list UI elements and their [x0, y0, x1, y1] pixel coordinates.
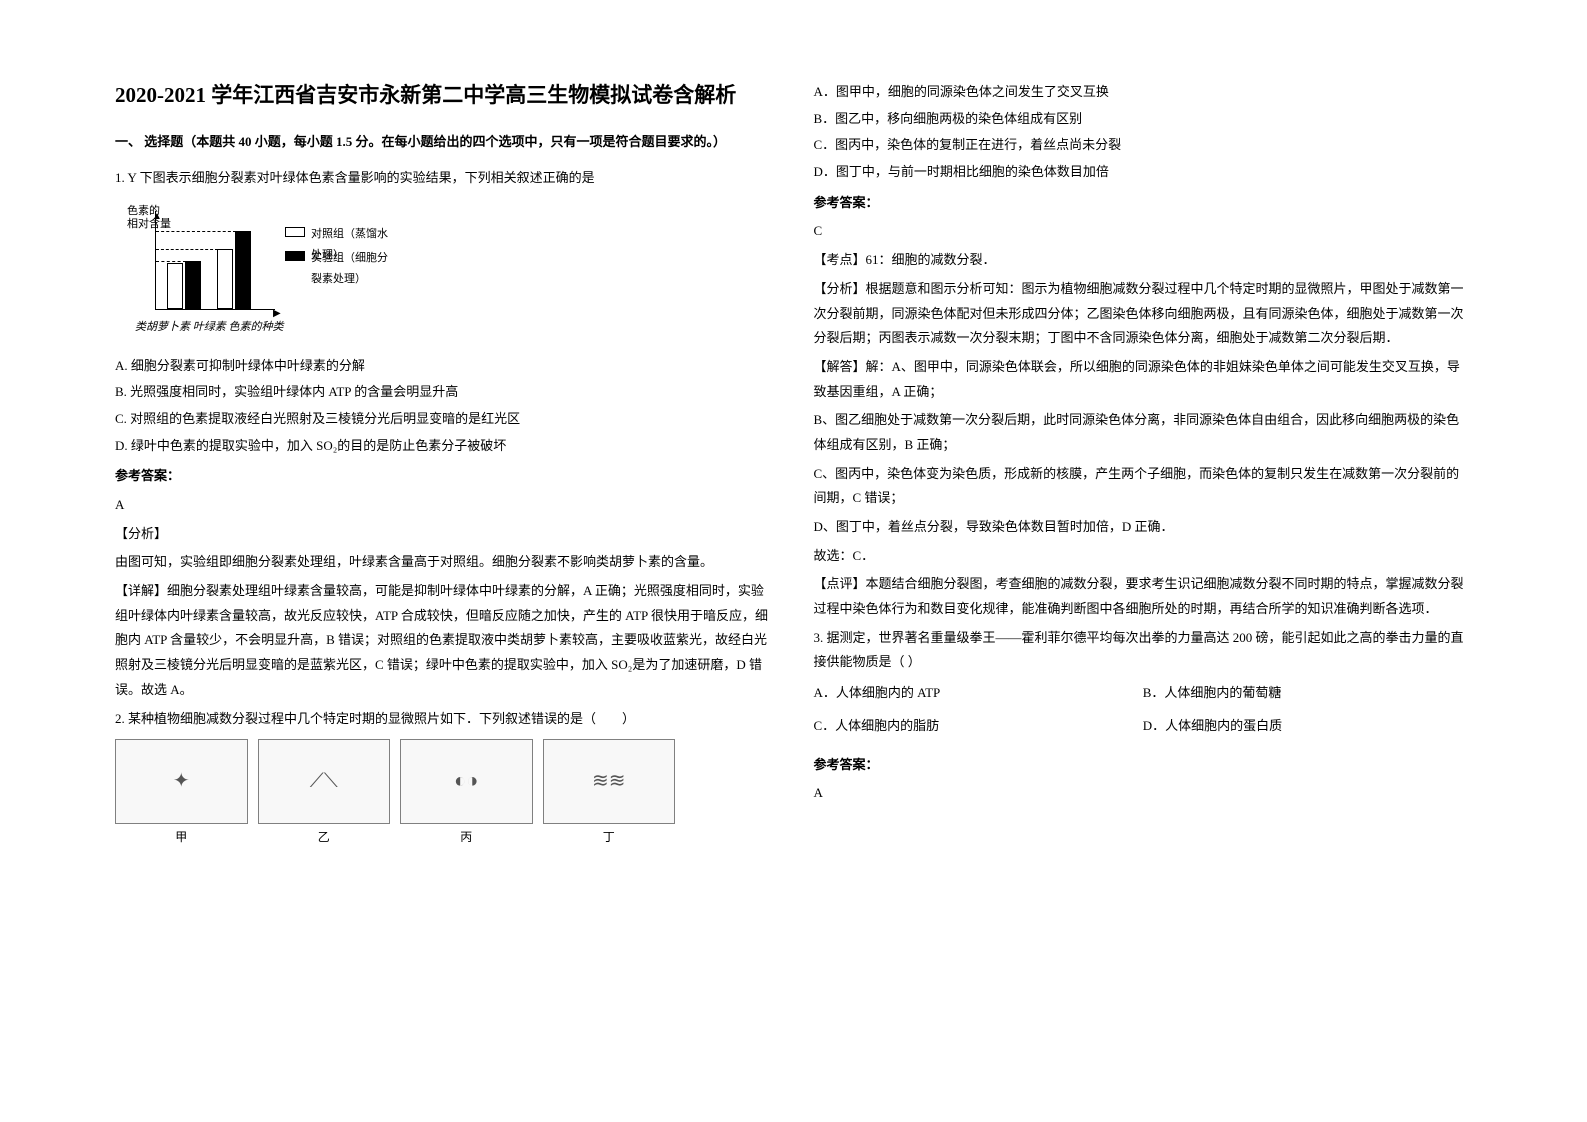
q1-answer: A: [115, 493, 774, 518]
cell-icon: ⟋⟍: [259, 740, 390, 821]
jieda-label: 【解答】: [814, 359, 866, 374]
detail-label: 【详解】: [115, 583, 167, 598]
q2-option-b: B．图乙中，移向细胞两极的染色体组成有区别: [814, 107, 1473, 132]
x-axis: [155, 309, 275, 310]
detail-body: 细胞分裂素处理组叶绿素含量较高，可能是抑制叶绿体中叶绿素的分解，A 正确；光照强…: [115, 583, 768, 697]
panel: ≋≋: [543, 739, 676, 824]
document-title: 2020-2021 学年江西省吉安市永新第二中学高三生物模拟试卷含解析: [115, 80, 774, 112]
answer-label: 参考答案：: [115, 464, 774, 489]
q2-guxuan: 故选：C．: [814, 544, 1473, 569]
q1-option-a: A. 细胞分裂素可抑制叶绿体中叶绿素的分解: [115, 354, 774, 379]
q3-answer: A: [814, 781, 1473, 806]
y-label-2: 相对含量: [127, 218, 171, 230]
q2-fenxi: 【分析】根据题意和图示分析可知：图示为植物细胞减数分裂过程中几个特定时期的显微照…: [814, 277, 1473, 351]
answer-label: 参考答案：: [814, 753, 1473, 778]
q1-figure: 色素的 相对含量 ▲ ▶ 对照组（蒸馏水处理） 实验组（细胞分裂素处理） 类胡萝…: [115, 205, 395, 335]
jieda-body: 解：A、图甲中，同源染色体联会，所以细胞的同源染色体的非姐妹染色单体之间可能发生…: [814, 359, 1460, 399]
answer-label: 参考答案：: [814, 191, 1473, 216]
q2-jieda-a: 【解答】解：A、图甲中，同源染色体联会，所以细胞的同源染色体的非姐妹染色单体之间…: [814, 355, 1473, 404]
cell-icon: ◐◑: [401, 740, 532, 821]
bar: [185, 261, 201, 309]
panel-label: 乙: [318, 826, 330, 849]
section-header: 一、 选择题（本题共 40 小题，每小题 1.5 分。在每小题给出的四个选项中，…: [115, 130, 774, 155]
panel: ◐◑: [400, 739, 533, 824]
y-axis-label: 色素的 相对含量: [127, 205, 171, 231]
q2-jieda-d: D、图丁中，着丝点分裂，导致染色体数目暂时加倍，D 正确．: [814, 515, 1473, 540]
q3-options: A．人体细胞内的 ATP B．人体细胞内的葡萄糖 C．人体细胞内的脂肪 D．人体…: [814, 681, 1473, 746]
panel-label: 丁: [603, 826, 615, 849]
analysis-label: 【分析】: [115, 522, 774, 547]
panel: ⟋⟍: [258, 739, 391, 824]
arrow-up-icon: ▲: [152, 207, 162, 226]
q1-detail: 【详解】细胞分裂素处理组叶绿素含量较高，可能是抑制叶绿体中叶绿素的分解，A 正确…: [115, 579, 774, 702]
q2-kaodian: 【考点】61：细胞的减数分裂．: [814, 248, 1473, 273]
dash-line: [156, 231, 236, 232]
q1-analysis: 由图可知，实验组即细胞分裂素处理组，叶绿素含量高于对照组。细胞分裂素不影响类胡萝…: [115, 550, 774, 575]
panel-label: 丙: [460, 826, 472, 849]
q2-stem: 2. 某种植物细胞减数分裂过程中几个特定时期的显微照片如下．下列叙述错误的是（ …: [115, 707, 774, 732]
cell-icon: ≋≋: [544, 740, 675, 821]
q3-option-b: B．人体细胞内的葡萄糖: [1143, 681, 1472, 706]
legend-swatch: [285, 227, 305, 237]
q1-option-c: C. 对照组的色素提取液经白光照射及三棱镜分光后明显变暗的是红光区: [115, 407, 774, 432]
panel-label: 甲: [175, 826, 187, 849]
bar: [217, 249, 233, 309]
dash-line: [156, 261, 186, 262]
q3-option-c: C．人体细胞内的脂肪: [814, 714, 1143, 739]
q2-option-d: D．图丁中，与前一时期相比细胞的染色体数目加倍: [814, 160, 1473, 185]
q3-option-a: A．人体细胞内的 ATP: [814, 681, 1143, 706]
q1-option-d: D. 绿叶中色素的提取实验中，加入 SO₂的目的是防止色素分子被破坏: [115, 434, 774, 459]
q3-stem: 3. 据测定，世界著名重量级拳王——霍利菲尔德平均每次出拳的力量高达 200 磅…: [814, 626, 1473, 675]
x-axis-label: 类胡萝卜素 叶绿素 色素的种类: [135, 317, 284, 338]
legend-text: 实验组（细胞分裂素处理）: [311, 248, 395, 290]
q2-option-c: C．图丙中，染色体的复制正在进行，着丝点尚未分裂: [814, 133, 1473, 158]
y-axis: [155, 211, 156, 309]
q3-option-d: D．人体细胞内的蛋白质: [1143, 714, 1472, 739]
q1-stem: 1. Y 下图表示细胞分裂素对叶绿体色素含量影响的实验结果，下列相关叙述正确的是: [115, 166, 774, 191]
q2-jieda-c: C、图丙中，染色体变为染色质，形成新的核膜，产生两个子细胞，而染色体的复制只发生…: [814, 462, 1473, 511]
bar: [167, 263, 183, 309]
panel: ✦: [115, 739, 248, 824]
right-column: A．图甲中，细胞的同源染色体之间发生了交叉互换 B．图乙中，移向细胞两极的染色体…: [794, 80, 1493, 1042]
q2-dianping: 【点评】本题结合细胞分裂图，考查细胞的减数分裂，要求考生识记细胞减数分裂不同时期…: [814, 572, 1473, 621]
bar: [235, 231, 251, 309]
legend-swatch: [285, 251, 305, 261]
q1-option-b: B. 光照强度相同时，实验组叶绿体内 ATP 的含量会明显升高: [115, 380, 774, 405]
cell-icon: ✦: [116, 740, 247, 821]
left-column: 2020-2021 学年江西省吉安市永新第二中学高三生物模拟试卷含解析 一、 选…: [95, 80, 794, 1042]
dash-line: [156, 249, 218, 250]
q2-figure: ✦ 甲 ⟋⟍ 乙 ◐◑ 丙 ≋≋ 丁: [115, 739, 675, 849]
q2-answer: C: [814, 219, 1473, 244]
q2-option-a: A．图甲中，细胞的同源染色体之间发生了交叉互换: [814, 80, 1473, 105]
q2-jieda-b: B、图乙细胞处于减数第一次分裂后期，此时同源染色体分离，非同源染色体自由组合，因…: [814, 408, 1473, 457]
